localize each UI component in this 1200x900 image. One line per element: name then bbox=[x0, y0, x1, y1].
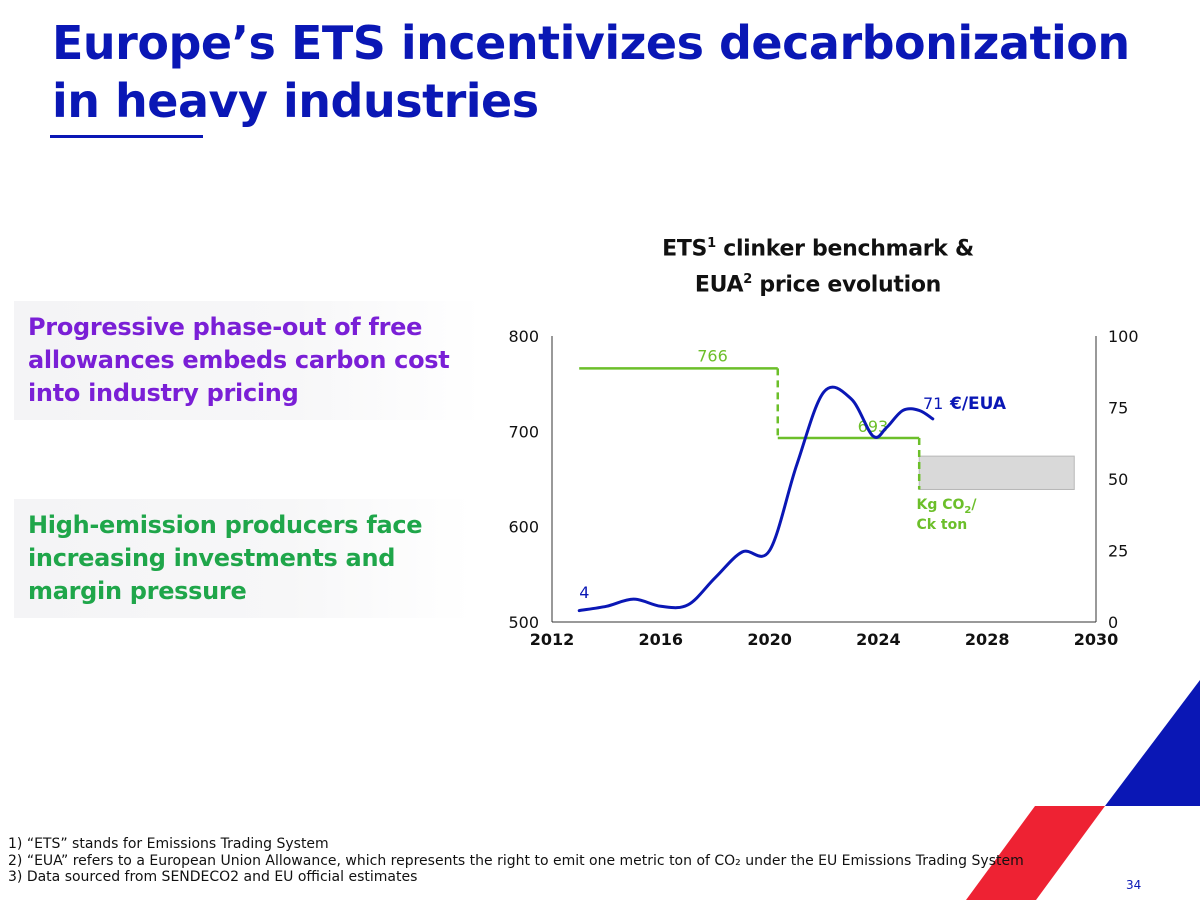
x-tick-label: 2028 bbox=[965, 630, 1010, 649]
left-tick-label: 600 bbox=[508, 518, 539, 537]
x-tick-label: 2012 bbox=[530, 630, 575, 649]
chart-title-footnote-2: 2 bbox=[743, 272, 753, 288]
chart-title-eua: EUA bbox=[694, 272, 744, 298]
x-tick-label: 2020 bbox=[747, 630, 792, 649]
x-tick-label: 2030 bbox=[1074, 630, 1119, 649]
footnote-2: 2) “EUA” refers to a European Union Allo… bbox=[8, 852, 1024, 869]
chart-title-footnote-1: 1 bbox=[707, 236, 716, 251]
chart-title-benchmark: clinker benchmark & bbox=[715, 236, 974, 262]
page-number: 34 bbox=[1126, 878, 1142, 892]
benchmark-unit-label: Kg CO2/ bbox=[916, 497, 977, 516]
page-title: Europe’s ETS incentivizes decarbonizatio… bbox=[52, 16, 1130, 128]
eua-start-label: 4 bbox=[579, 583, 589, 602]
footnotes: 1) “ETS” stands for Emissions Trading Sy… bbox=[8, 836, 1024, 886]
right-tick-label: 0 bbox=[1108, 613, 1118, 632]
title-underline bbox=[50, 135, 203, 138]
callout-producers: High-emission producers face increasing … bbox=[14, 499, 472, 618]
brand-blue-shape bbox=[1105, 680, 1200, 806]
right-tick-label: 50 bbox=[1108, 470, 1128, 489]
footnote-1: 1) “ETS” stands for Emissions Trading Sy… bbox=[8, 836, 329, 852]
eua-price-line bbox=[577, 385, 935, 613]
right-tick-label: 100 bbox=[1108, 327, 1139, 346]
brand-red-shape bbox=[966, 806, 1105, 900]
benchmark-estimate-range bbox=[918, 455, 1075, 490]
x-tick-label: 2024 bbox=[856, 630, 901, 649]
chart-title-price: price evolution bbox=[752, 272, 942, 298]
benchmark-unit-label-line2: Ck ton bbox=[916, 517, 967, 533]
eua-unit-label: €/EUA bbox=[949, 394, 1007, 414]
chart-title-ets: ETS bbox=[662, 236, 708, 262]
benchmark-label-766: 766 bbox=[697, 346, 728, 365]
chart-title: ETS1 clinker benchmark & EUA2 price evol… bbox=[620, 228, 1016, 301]
left-tick-label: 800 bbox=[508, 327, 539, 346]
left-tick-label: 700 bbox=[508, 422, 539, 441]
footnote-3: 3) Data sourced from SENDECO2 and EU off… bbox=[8, 869, 418, 885]
callout-phase-out: Progressive phase-out of free allowances… bbox=[14, 301, 482, 420]
right-tick-label: 75 bbox=[1108, 399, 1128, 418]
right-tick-label: 25 bbox=[1108, 542, 1128, 561]
x-tick-label: 2016 bbox=[639, 630, 684, 649]
left-tick-label: 500 bbox=[508, 613, 539, 632]
eua-end-label: 71 bbox=[923, 394, 943, 413]
